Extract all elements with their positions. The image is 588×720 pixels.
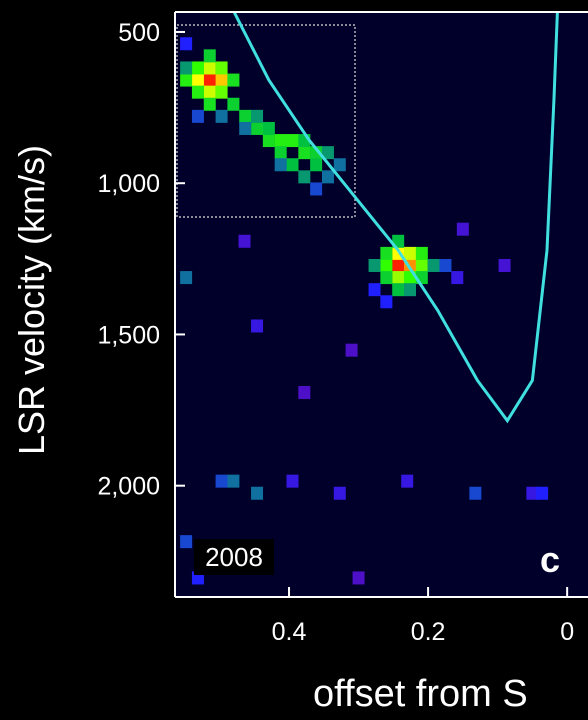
heatmap-cell [215, 85, 228, 99]
heatmap-cell [238, 234, 251, 248]
heatmap-cell [262, 134, 275, 148]
heatmap-cell [498, 258, 511, 272]
heatmap-cell [215, 109, 228, 123]
heatmap-cell [274, 158, 287, 172]
heatmap-cell [180, 535, 193, 549]
heatmap-cell [215, 474, 228, 488]
heatmap-cell [298, 386, 311, 400]
year-label: 2008 [205, 542, 263, 572]
heatmap-cell [380, 258, 393, 272]
heatmap-cell [191, 73, 204, 87]
heatmap-cell [415, 258, 428, 272]
heatmap-cell [380, 271, 393, 285]
heatmap-cell [404, 246, 417, 260]
heatmap-cell [526, 486, 539, 500]
heatmap-cell [274, 146, 287, 160]
heatmap-cell [191, 61, 204, 75]
curve-layer [232, 12, 559, 424]
model-curve [232, 12, 559, 424]
heatmap-cell [239, 109, 252, 123]
heatmap-cell [286, 158, 299, 172]
heatmap-cell [439, 258, 452, 272]
heatmap-cell [215, 73, 228, 87]
heatmap-cell [203, 73, 216, 87]
heatmap-cell [427, 258, 440, 272]
heatmap-cell [191, 85, 204, 99]
heatmap-cell [368, 258, 381, 272]
heatmap-cell [298, 170, 311, 184]
heatmap-cell [227, 73, 240, 87]
heatmap-cell [251, 319, 264, 333]
x-tick-label: 0.4 [272, 618, 307, 646]
heatmap-cell [392, 283, 405, 297]
heatmap-cell [180, 271, 193, 285]
heatmap-cell [310, 182, 323, 196]
heatmap-cell [345, 343, 358, 357]
heatmap-cell [380, 246, 393, 260]
heatmap-cell [333, 158, 346, 172]
heatmap-cell [251, 486, 264, 500]
x-tick-label: 0 [560, 618, 574, 646]
x-axis-label: offset from S [313, 673, 528, 715]
year-box [194, 539, 274, 575]
heatmap-cell [368, 283, 381, 297]
panel-label: c [540, 539, 560, 580]
y-tick-label: 1,500 [97, 321, 160, 349]
heatmap-cell [262, 121, 275, 135]
heatmap-cell [333, 486, 346, 500]
heatmap-cell [180, 61, 193, 75]
heatmap-cell [352, 571, 365, 585]
heatmap-cell [392, 258, 405, 272]
x-tick-label: 0.2 [411, 618, 446, 646]
heatmap-cell [404, 283, 417, 297]
heatmap-cell [227, 97, 240, 111]
heatmap-cell [227, 474, 240, 488]
heatmap-cell [180, 73, 193, 87]
heatmap-cell [215, 61, 228, 75]
heatmap-cell [451, 271, 464, 285]
heatmap-cell [251, 121, 264, 135]
heatmap-cell [203, 97, 216, 111]
heatmap-cell [456, 222, 469, 236]
heatmap-cell [274, 134, 287, 148]
heatmap-cell [469, 486, 482, 500]
heatmap-cell [203, 61, 216, 75]
heatmap-cell [298, 146, 311, 160]
heatmap-cell [310, 146, 323, 160]
heatmap-cell [415, 246, 428, 260]
heatmap-cell [251, 109, 264, 123]
y-tick-label: 2,000 [97, 473, 160, 501]
zoom-box [176, 24, 356, 218]
heatmap-cell [380, 295, 393, 309]
heatmap-cell [536, 486, 549, 500]
heatmap-cell [239, 121, 252, 135]
heatmap-cell [180, 37, 193, 51]
y-tick-label: 1,000 [97, 170, 160, 198]
heatmap-cell [321, 170, 334, 184]
heatmap-cell [392, 271, 405, 285]
heatmap-cell [310, 158, 323, 172]
heatmap-cell [286, 134, 299, 148]
y-axis-label: LSR velocity (km/s) [11, 145, 52, 455]
heatmap [180, 37, 549, 585]
heatmap-cell [321, 146, 334, 160]
heatmap-cell [401, 474, 414, 488]
heatmap-cell [286, 474, 299, 488]
heatmap-cell [203, 85, 216, 99]
heatmap-cell [191, 109, 204, 123]
heatmap-cell [203, 49, 216, 63]
y-tick-label: 500 [118, 19, 160, 47]
